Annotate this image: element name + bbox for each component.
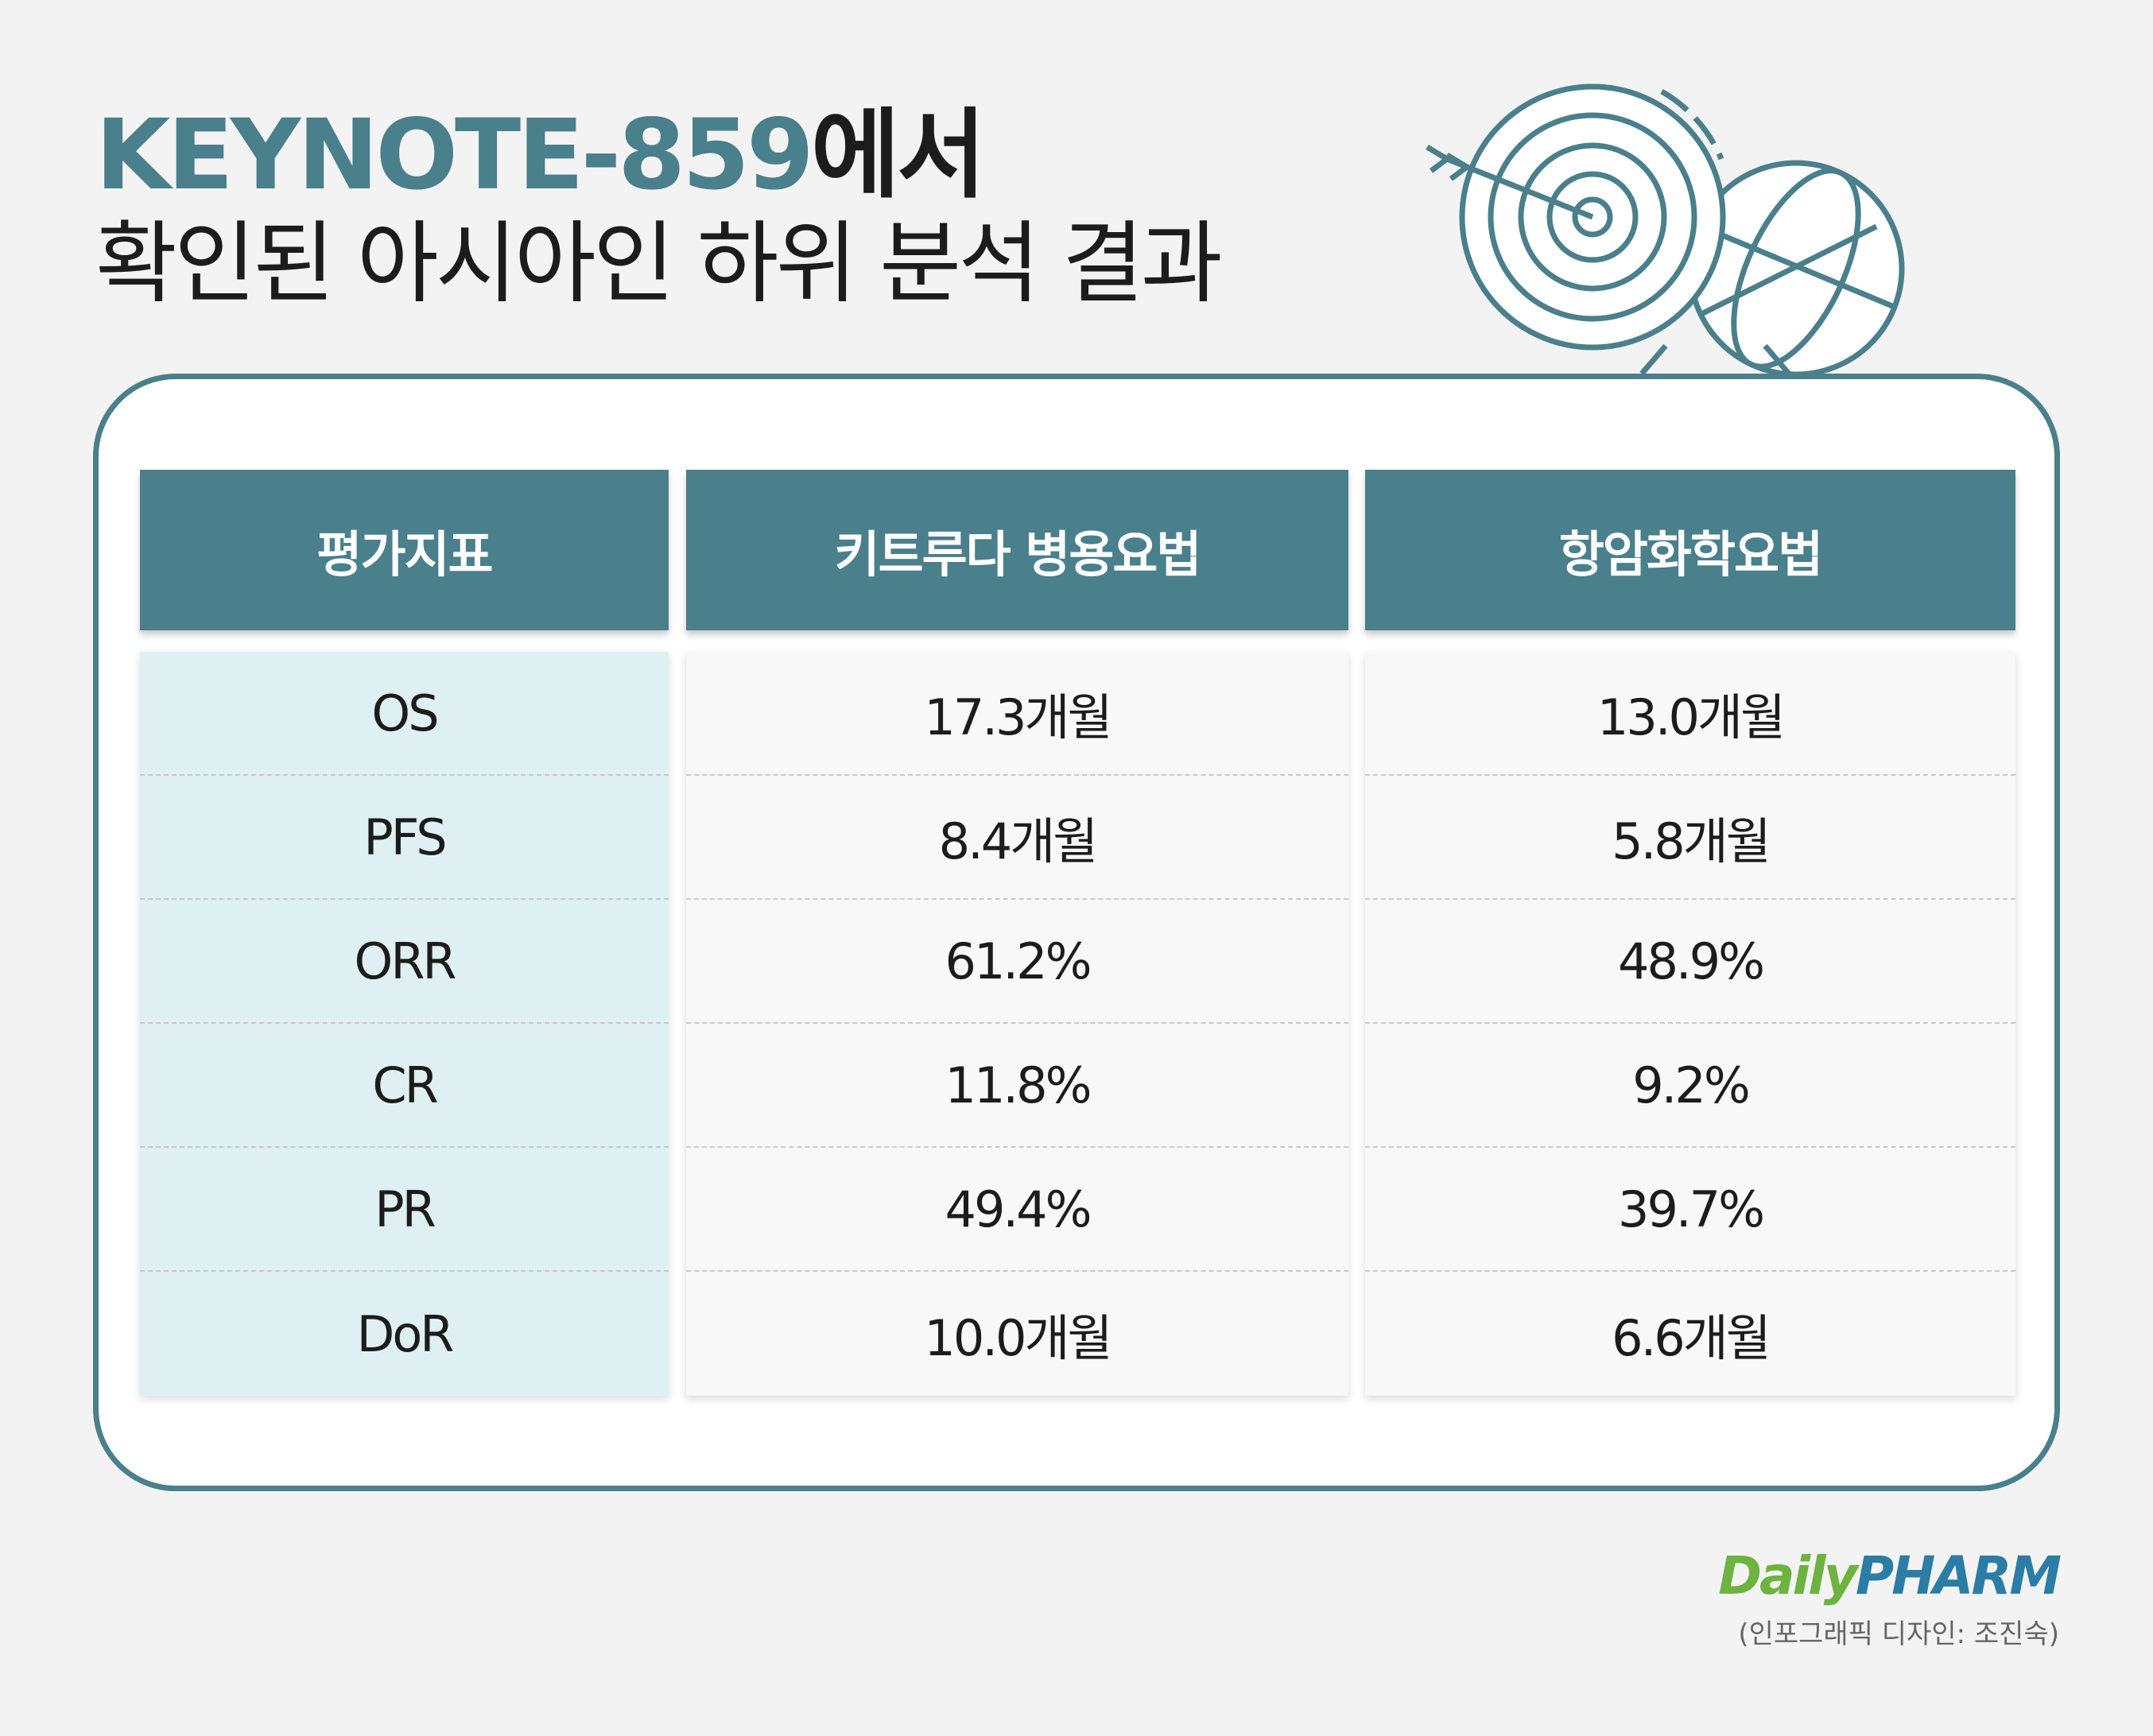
table-cell: 49.4% bbox=[686, 1148, 1348, 1272]
table-cell: 9.2% bbox=[1365, 1024, 2015, 1148]
table-cell: PR bbox=[140, 1148, 669, 1272]
logo: DailyPHARM bbox=[1718, 1545, 2062, 1606]
table-cell: PFS bbox=[140, 776, 669, 900]
table-cell: 6.6개월 bbox=[1612, 1309, 1771, 1367]
table-column: 평가지표 OS PFS ORR CR PR DoR bbox=[140, 470, 669, 1396]
header-cell: 항암화학요법 bbox=[1365, 470, 2015, 630]
table-cell: 8.4개월 bbox=[686, 776, 1348, 900]
table-cell: 17.3개월 bbox=[686, 652, 1348, 776]
title-line2: 확인된 아시아인 하위 분석 결과 bbox=[95, 212, 1223, 316]
table-cell: 48.9% bbox=[1365, 900, 2015, 1024]
logo-second: PHARM bbox=[1855, 1545, 2062, 1606]
title-rest: 에서 bbox=[810, 99, 986, 211]
column-body: 13.0개월 5.8개월 48.9% 9.2% 39.7% 6.6개월 bbox=[1365, 652, 2015, 1396]
table-column: 키트루다 병용요법 17.3개월 8.4개월 61.2% 11.8% 49.4% 10.0개… bbox=[686, 470, 1348, 1396]
table-column: 항암화학요법 13.0개월 5.8개월 48.9% 9.2% 39.7% 6.6개월 bbox=[1365, 470, 2015, 1396]
table-cell: OS bbox=[140, 652, 669, 776]
header-cell: 키트루다 병용요법 bbox=[686, 470, 1348, 630]
column-body: 17.3개월 8.4개월 61.2% 11.8% 49.4% 10.0개월 bbox=[686, 652, 1348, 1396]
table-cell: 10.0개월 bbox=[924, 1309, 1112, 1367]
table-cell: 13.0개월 bbox=[1365, 652, 2015, 776]
table-cell: 5.8개월 bbox=[1365, 776, 2015, 900]
table-cell: DoR bbox=[356, 1304, 455, 1363]
table-cell: 61.2% bbox=[686, 900, 1348, 1024]
credit: (인포그래픽 디자인: 조진숙) bbox=[1738, 1618, 2059, 1650]
logo-first: Daily bbox=[1718, 1545, 1858, 1606]
table-cell: ORR bbox=[140, 900, 669, 1024]
header-cell: 평가지표 bbox=[140, 470, 669, 630]
title-highlight: KEYNOTE-859 bbox=[95, 99, 814, 211]
table-cell: 11.8% bbox=[686, 1024, 1348, 1148]
target-icon bbox=[1426, 83, 1905, 378]
column-body: OS PFS ORR CR PR DoR bbox=[140, 652, 669, 1396]
table-cell: 39.7% bbox=[1365, 1148, 2015, 1272]
table-cell: CR bbox=[140, 1024, 669, 1148]
title: KEYNOTE-859에서 bbox=[95, 99, 986, 211]
